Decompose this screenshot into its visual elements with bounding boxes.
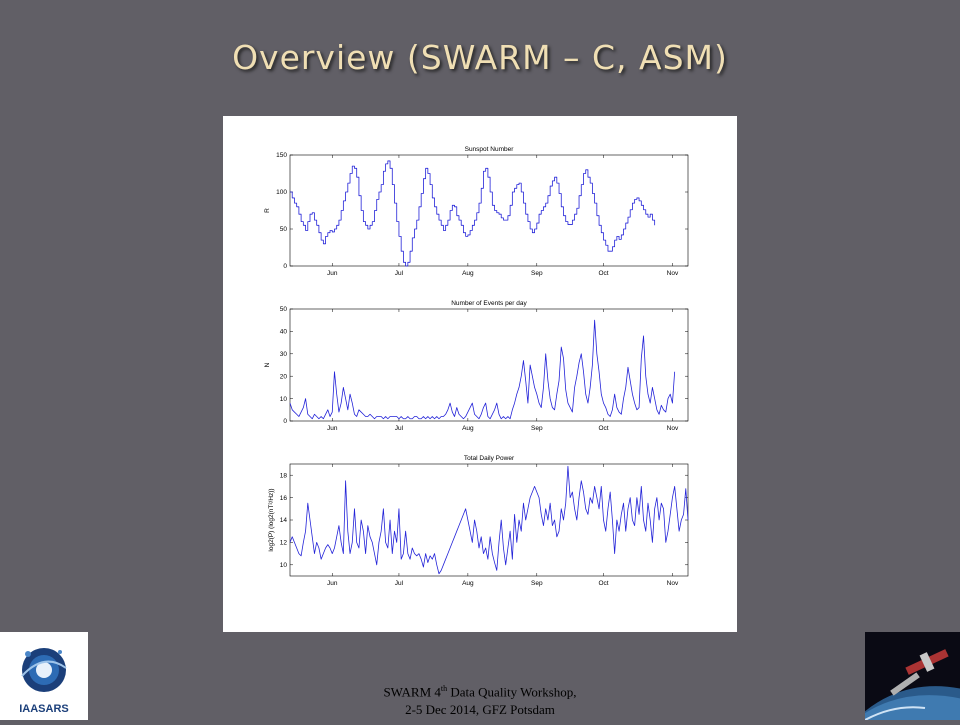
chart-1-xtick-label: Jun bbox=[327, 270, 338, 277]
chart-3-xtick-label: Jul bbox=[395, 580, 404, 587]
chart-2-xtick-label: Sep bbox=[531, 425, 543, 432]
chart-2-ylabel: N bbox=[264, 362, 271, 367]
iaasars-logo-text: IAASARS bbox=[19, 703, 69, 715]
chart-1-ytick-label: 100 bbox=[276, 189, 287, 196]
chart-3-xtick-label: Sep bbox=[531, 580, 543, 587]
slide-title: Overview (SWARM – C, ASM) bbox=[232, 38, 728, 77]
chart-2-ytick-label: 40 bbox=[280, 329, 288, 336]
chart-2-ytick-label: 30 bbox=[280, 351, 288, 358]
footer-line-1-prefix: SWARM 4 bbox=[383, 684, 441, 700]
chart-1-xtick-label: Jul bbox=[395, 270, 404, 277]
chart-2-ytick-label: 0 bbox=[283, 418, 287, 425]
chart-1-series-line bbox=[290, 160, 656, 267]
chart-3-ytick-label: 10 bbox=[280, 562, 288, 569]
chart-2-xtick-label: Jun bbox=[327, 425, 338, 432]
footer-line-1: SWARM 4th Data Quality Workshop, bbox=[280, 680, 680, 701]
chart-2-axes-box bbox=[289, 308, 689, 422]
chart-3-ylabel: log2(P) (log2(nT²/Hz)) bbox=[268, 488, 275, 551]
footer-line-1-suffix: Data Quality Workshop, bbox=[447, 684, 577, 700]
chart-2-xtick-label: Aug bbox=[462, 425, 474, 432]
chart-1-xtick-label: Nov bbox=[667, 270, 679, 277]
chart-2-ytick-label: 10 bbox=[280, 396, 288, 403]
chart-2-xtick-label: Oct bbox=[598, 425, 608, 432]
chart-1-ytick-label: 0 bbox=[283, 263, 287, 270]
chart-3-series-line bbox=[289, 465, 689, 575]
chart-3-axes-box bbox=[289, 463, 689, 577]
satellite-picture bbox=[865, 632, 960, 720]
chart-1-ytick-label: 150 bbox=[276, 152, 287, 159]
chart-1-xtick-label: Sep bbox=[531, 270, 543, 277]
chart-3-xtick-label: Aug bbox=[462, 580, 474, 587]
chart-1-title: Sunspot Number bbox=[465, 146, 515, 153]
chart-1-ytick-label: 50 bbox=[280, 226, 288, 233]
chart-1-axes-box bbox=[289, 154, 689, 267]
chart-2-ytick-label: 50 bbox=[280, 306, 288, 313]
chart-3-xtick-label: Jun bbox=[327, 580, 338, 587]
footer-line-1-superscript: th bbox=[440, 684, 448, 693]
footer-line-2: 2-5 Dec 2014, GFZ Potsdam bbox=[405, 702, 555, 718]
figure-panel: Sunspot Number R 0 50 100 150 Jun Jul Aug Sep Oct N… bbox=[223, 116, 737, 632]
chart-2-ytick-label: 20 bbox=[280, 373, 288, 380]
chart-2-xtick-label: Jul bbox=[395, 425, 404, 432]
chart-3-ytick-label: 16 bbox=[280, 495, 288, 502]
iaasars-logo-graphic: IAASARS bbox=[19, 648, 69, 715]
iaasars-logo: IAASARS bbox=[0, 632, 88, 720]
chart-3-xtick-label: Nov bbox=[667, 580, 679, 587]
chart-3-ytick-label: 12 bbox=[280, 540, 288, 547]
satellite-image bbox=[865, 632, 960, 720]
chart-1-xtick-label: Aug bbox=[462, 270, 474, 277]
chart-1-xtick-label: Oct bbox=[598, 270, 608, 277]
chart-3-ytick-label: 18 bbox=[280, 472, 288, 479]
chart-2-series-line bbox=[289, 319, 676, 420]
chart-3-ytick-label: 14 bbox=[280, 517, 288, 524]
chart-3-xtick-label: Oct bbox=[598, 580, 608, 587]
chart-2-title: Number of Events per day bbox=[451, 300, 527, 307]
chart-3-title: Total Daily Power bbox=[464, 455, 515, 462]
chart-1-ylabel: R bbox=[264, 208, 271, 213]
footer-text: SWARM 4th Data Quality Workshop, 2-5 Dec… bbox=[280, 680, 680, 719]
chart-2-xtick-label: Nov bbox=[667, 425, 679, 432]
